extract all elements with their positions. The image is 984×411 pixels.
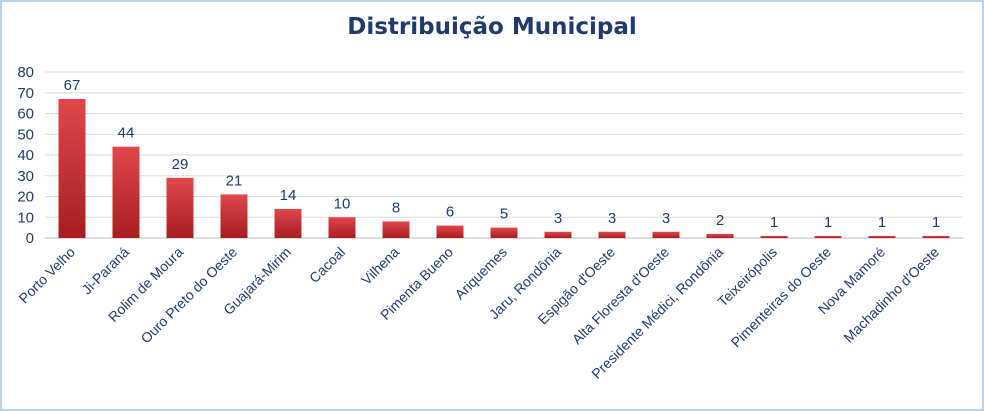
y-tick-label: 40 [17,147,34,164]
data-label: 3 [554,210,562,227]
bar [328,217,356,238]
bar [814,235,842,238]
category-label: Machadinho d'Oeste [840,244,942,346]
bar [868,235,896,238]
data-label: 1 [878,214,886,231]
bar [652,231,680,238]
bar [436,225,464,238]
y-axis-ticks: 0 10 20 30 40 50 60 70 80 [17,64,34,247]
bar [274,208,302,238]
y-tick-label: 0 [26,230,34,247]
category-label: Vilhena [358,244,402,288]
bar [220,194,248,238]
data-label: 1 [770,214,778,231]
data-label: 29 [172,156,189,173]
bars [58,98,950,238]
category-label: Ouro Preto do Oeste [137,244,240,347]
bar [166,177,194,238]
bar [112,146,140,238]
data-label: 3 [662,210,670,227]
data-label: 1 [824,214,832,231]
bar [58,98,86,238]
y-tick-label: 10 [17,209,34,226]
category-label: Ji-Paraná [78,244,132,298]
data-label: 21 [226,172,243,189]
y-tick-label: 50 [17,126,34,143]
bar [544,231,572,238]
data-label: 67 [64,77,81,94]
bar [760,235,788,238]
bar [490,227,518,238]
data-label: 2 [716,212,724,229]
y-tick-label: 70 [17,85,34,102]
category-label: Cacoal [306,244,348,286]
grid-lines [45,71,963,239]
data-label: 3 [608,210,616,227]
y-tick-label: 80 [17,64,34,81]
data-label: 1 [932,214,940,231]
bar [598,231,626,238]
bar [706,233,734,238]
data-label: 8 [392,199,400,216]
data-label: 5 [500,206,508,223]
y-tick-label: 20 [17,189,34,206]
category-label: Alta Floresta d'Oeste [569,244,673,348]
category-label: Ariquemes [451,244,510,303]
data-label: 44 [118,125,135,142]
data-label: 10 [334,195,351,212]
bar [382,221,410,238]
y-tick-label: 30 [17,168,34,185]
bar [922,235,950,238]
category-label: Pimenteiras do Oeste [728,244,835,351]
chart-title: Distribuição Municipal [347,14,637,40]
data-label: 14 [280,187,297,204]
data-label: 6 [446,204,454,221]
category-label: Porto Velho [16,244,79,307]
y-tick-label: 60 [17,106,34,123]
